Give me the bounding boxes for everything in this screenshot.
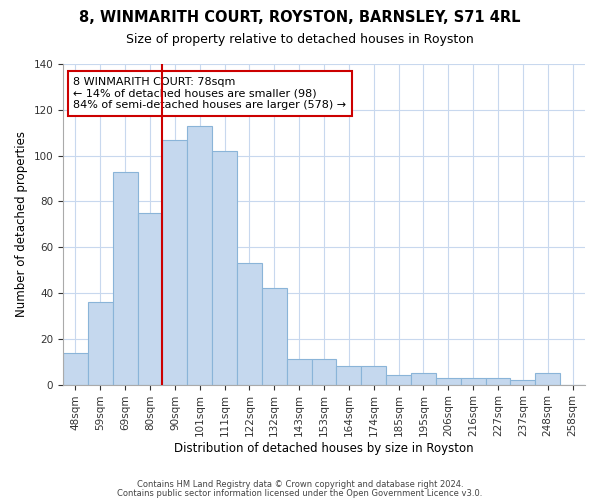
Text: Contains public sector information licensed under the Open Government Licence v3: Contains public sector information licen… bbox=[118, 488, 482, 498]
Bar bbox=[187, 126, 212, 384]
Bar bbox=[137, 213, 163, 384]
Bar bbox=[511, 380, 535, 384]
Bar bbox=[113, 172, 137, 384]
Bar bbox=[311, 360, 337, 384]
Bar bbox=[386, 376, 411, 384]
Bar bbox=[237, 263, 262, 384]
Bar bbox=[461, 378, 485, 384]
Text: 8 WINMARITH COURT: 78sqm
← 14% of detached houses are smaller (98)
84% of semi-d: 8 WINMARITH COURT: 78sqm ← 14% of detach… bbox=[73, 77, 347, 110]
Bar bbox=[485, 378, 511, 384]
X-axis label: Distribution of detached houses by size in Royston: Distribution of detached houses by size … bbox=[174, 442, 474, 455]
Bar bbox=[88, 302, 113, 384]
Bar bbox=[535, 373, 560, 384]
Bar bbox=[262, 288, 287, 384]
Text: 8, WINMARITH COURT, ROYSTON, BARNSLEY, S71 4RL: 8, WINMARITH COURT, ROYSTON, BARNSLEY, S… bbox=[79, 10, 521, 25]
Bar bbox=[163, 140, 187, 384]
Bar bbox=[287, 360, 311, 384]
Bar bbox=[212, 151, 237, 384]
Bar bbox=[361, 366, 386, 384]
Y-axis label: Number of detached properties: Number of detached properties bbox=[15, 132, 28, 318]
Text: Size of property relative to detached houses in Royston: Size of property relative to detached ho… bbox=[126, 32, 474, 46]
Bar bbox=[436, 378, 461, 384]
Text: Contains HM Land Registry data © Crown copyright and database right 2024.: Contains HM Land Registry data © Crown c… bbox=[137, 480, 463, 489]
Bar bbox=[411, 373, 436, 384]
Bar bbox=[337, 366, 361, 384]
Bar bbox=[63, 352, 88, 384]
